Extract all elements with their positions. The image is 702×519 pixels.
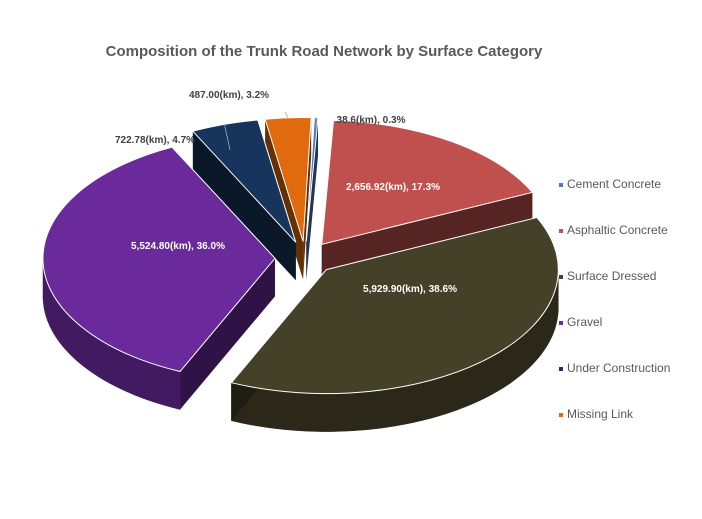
chart-title: Composition of the Trunk Road Network by… [106, 43, 543, 60]
data-label-gravel: 5,524.80(km), 36.0% [131, 241, 225, 252]
slice-wall-4-0 [192, 131, 296, 281]
leader-line-5 [284, 111, 289, 118]
pie-slice-gravel [42, 146, 276, 373]
data-labels: 38.6(km), 0.3% 2,656.92(km), 17.3% 5,929.9… [115, 90, 457, 295]
legend-marker-3 [559, 321, 563, 325]
legend-marker-4 [559, 367, 563, 371]
legend: Cement Concrete Asphaltic Concrete Surface… [559, 177, 670, 421]
legend-marker-0 [559, 183, 563, 187]
data-label-surface-dressed: 5,929.90(km), 38.6% [363, 284, 457, 295]
slice-wall-3-0 [180, 258, 276, 410]
data-label-asphaltic-concrete: 2,656.92(km), 17.3% [346, 182, 440, 193]
pie-slice-asphaltic-concrete [321, 119, 534, 245]
legend-entry-surface-dressed: Surface Dressed [567, 269, 656, 283]
legend-entry-gravel: Gravel [567, 315, 602, 329]
slice-wall-0-1 [306, 117, 318, 280]
legend-entry-cement-concrete: Cement Concrete [567, 177, 661, 191]
slice-wall-5-1 [303, 117, 312, 280]
legend-entry-missing-link: Missing Link [567, 407, 634, 421]
pie-slice-surface-dressed [230, 216, 559, 395]
data-label-missing-link: 487.00(km), 3.2% [189, 90, 269, 101]
legend-entry-asphaltic-concrete: Asphaltic Concrete [567, 223, 668, 237]
leader-line-4 [224, 124, 231, 151]
data-label-cement-concrete: 38.6(km), 0.3% [337, 115, 406, 126]
legend-marker-1 [559, 229, 563, 233]
pie-slices [42, 117, 559, 432]
legend-entry-under-construction: Under Construction [567, 361, 670, 375]
legend-marker-2 [559, 275, 563, 279]
data-label-under-construction: 722.78(km), 4.7% [115, 135, 195, 146]
legend-marker-5 [559, 413, 563, 417]
